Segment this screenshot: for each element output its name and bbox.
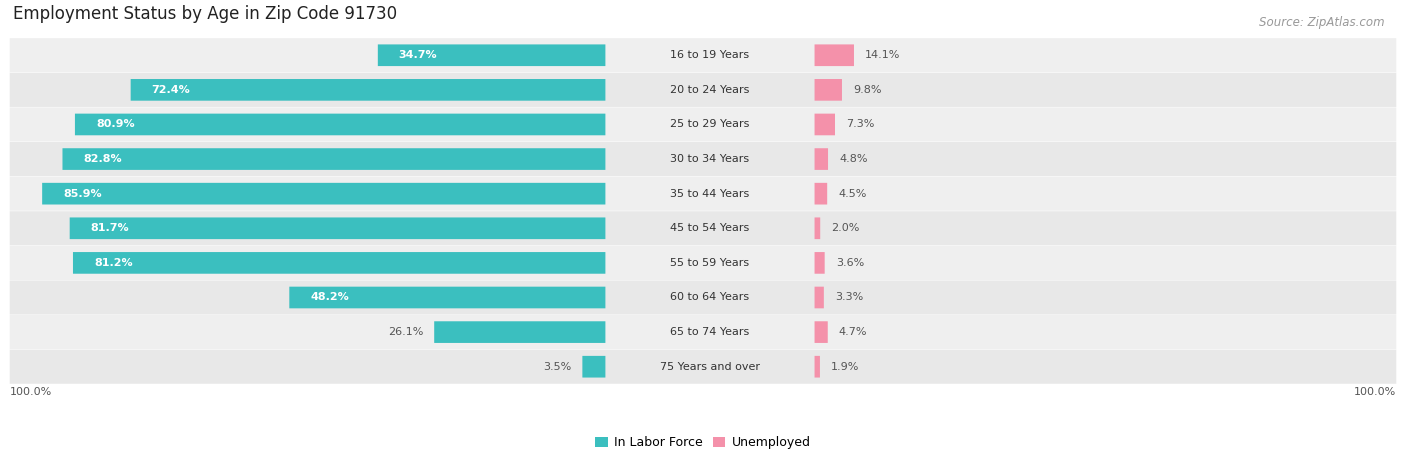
FancyBboxPatch shape bbox=[73, 252, 606, 274]
Text: 75 Years and over: 75 Years and over bbox=[659, 362, 761, 372]
Text: 2.0%: 2.0% bbox=[831, 223, 859, 233]
Text: Source: ZipAtlas.com: Source: ZipAtlas.com bbox=[1260, 16, 1385, 29]
Text: 26.1%: 26.1% bbox=[388, 327, 423, 337]
Text: Employment Status by Age in Zip Code 91730: Employment Status by Age in Zip Code 917… bbox=[13, 5, 396, 23]
FancyBboxPatch shape bbox=[131, 79, 606, 101]
Text: 60 to 64 Years: 60 to 64 Years bbox=[671, 293, 749, 303]
Text: 3.5%: 3.5% bbox=[543, 362, 571, 372]
Text: 20 to 24 Years: 20 to 24 Years bbox=[671, 85, 749, 95]
FancyBboxPatch shape bbox=[10, 73, 1396, 107]
FancyBboxPatch shape bbox=[814, 287, 824, 308]
Text: 100.0%: 100.0% bbox=[1354, 387, 1396, 396]
FancyBboxPatch shape bbox=[10, 315, 1396, 349]
Text: 35 to 44 Years: 35 to 44 Years bbox=[671, 189, 749, 199]
FancyBboxPatch shape bbox=[582, 356, 606, 377]
FancyBboxPatch shape bbox=[10, 142, 1396, 176]
Text: 80.9%: 80.9% bbox=[96, 120, 135, 129]
FancyBboxPatch shape bbox=[10, 246, 1396, 280]
Text: 9.8%: 9.8% bbox=[853, 85, 882, 95]
FancyBboxPatch shape bbox=[814, 183, 827, 204]
Text: 72.4%: 72.4% bbox=[152, 85, 190, 95]
Text: 4.7%: 4.7% bbox=[839, 327, 868, 337]
Text: 30 to 34 Years: 30 to 34 Years bbox=[671, 154, 749, 164]
Text: 82.8%: 82.8% bbox=[83, 154, 122, 164]
FancyBboxPatch shape bbox=[434, 321, 606, 343]
FancyBboxPatch shape bbox=[814, 356, 820, 377]
Text: 55 to 59 Years: 55 to 59 Years bbox=[671, 258, 749, 268]
FancyBboxPatch shape bbox=[10, 350, 1396, 384]
FancyBboxPatch shape bbox=[70, 217, 606, 239]
FancyBboxPatch shape bbox=[75, 114, 606, 135]
FancyBboxPatch shape bbox=[814, 321, 828, 343]
FancyBboxPatch shape bbox=[10, 281, 1396, 314]
Text: 16 to 19 Years: 16 to 19 Years bbox=[671, 50, 749, 60]
Text: 14.1%: 14.1% bbox=[865, 50, 900, 60]
Text: 3.6%: 3.6% bbox=[835, 258, 865, 268]
Text: 65 to 74 Years: 65 to 74 Years bbox=[671, 327, 749, 337]
FancyBboxPatch shape bbox=[10, 211, 1396, 245]
FancyBboxPatch shape bbox=[378, 44, 606, 66]
Text: 7.3%: 7.3% bbox=[846, 120, 875, 129]
Text: 1.9%: 1.9% bbox=[831, 362, 859, 372]
FancyBboxPatch shape bbox=[814, 252, 825, 274]
FancyBboxPatch shape bbox=[814, 79, 842, 101]
Text: 48.2%: 48.2% bbox=[311, 293, 349, 303]
Text: 34.7%: 34.7% bbox=[399, 50, 437, 60]
FancyBboxPatch shape bbox=[814, 148, 828, 170]
FancyBboxPatch shape bbox=[290, 287, 606, 308]
FancyBboxPatch shape bbox=[42, 183, 606, 204]
FancyBboxPatch shape bbox=[814, 44, 853, 66]
Text: 100.0%: 100.0% bbox=[10, 387, 52, 396]
FancyBboxPatch shape bbox=[814, 114, 835, 135]
FancyBboxPatch shape bbox=[814, 217, 820, 239]
FancyBboxPatch shape bbox=[10, 38, 1396, 72]
Text: 85.9%: 85.9% bbox=[63, 189, 101, 199]
Text: 25 to 29 Years: 25 to 29 Years bbox=[671, 120, 749, 129]
FancyBboxPatch shape bbox=[10, 177, 1396, 211]
Text: 3.3%: 3.3% bbox=[835, 293, 863, 303]
Text: 45 to 54 Years: 45 to 54 Years bbox=[671, 223, 749, 233]
FancyBboxPatch shape bbox=[10, 107, 1396, 142]
FancyBboxPatch shape bbox=[62, 148, 606, 170]
Text: 81.2%: 81.2% bbox=[94, 258, 132, 268]
Text: 81.7%: 81.7% bbox=[90, 223, 129, 233]
Text: 4.8%: 4.8% bbox=[839, 154, 868, 164]
Legend: In Labor Force, Unemployed: In Labor Force, Unemployed bbox=[595, 436, 811, 449]
Text: 4.5%: 4.5% bbox=[838, 189, 866, 199]
